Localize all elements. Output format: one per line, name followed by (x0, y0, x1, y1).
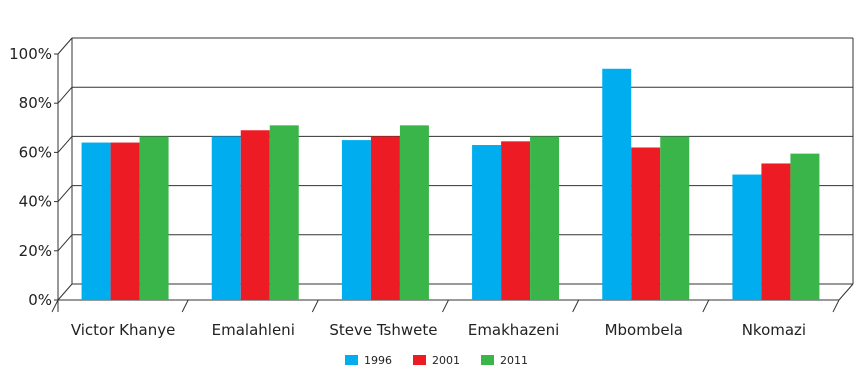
category-separator (51, 299, 59, 313)
bar-1996 (211, 136, 241, 300)
y-tick-label: 0% (28, 291, 52, 309)
bar-2011 (790, 153, 820, 300)
bar-2001 (631, 147, 661, 300)
y-tick-label: 100% (9, 45, 52, 63)
bar-2011 (269, 125, 299, 300)
legend-swatch (345, 355, 358, 365)
grid-connector (57, 86, 73, 104)
legend: 1996 2001 2011 (345, 354, 528, 367)
bar-1996 (602, 68, 632, 300)
legend-swatch (413, 355, 426, 365)
gridlines (51, 37, 854, 313)
category-separator (572, 299, 580, 313)
category-separator (181, 299, 189, 313)
bar-2001 (761, 163, 791, 300)
floor-right-edge (838, 283, 854, 301)
bar-2001 (370, 136, 400, 300)
category-separator (442, 299, 449, 313)
grid-connector (57, 37, 73, 55)
bar-2001 (110, 142, 140, 300)
bar-1996 (472, 145, 502, 300)
category-separator (702, 299, 710, 313)
x-category-label: Emakhazeni (468, 321, 559, 339)
bar-2001 (501, 141, 531, 300)
bar-2011 (660, 136, 690, 300)
bars (81, 68, 820, 300)
grid-connector (57, 136, 73, 153)
legend-label: 2001 (432, 354, 460, 367)
category-separator (832, 299, 840, 313)
x-category-label: Nkomazi (742, 321, 806, 339)
bar-2011 (530, 136, 560, 300)
legend-swatch (481, 355, 494, 365)
category-separator (311, 299, 319, 313)
grid-connector (57, 234, 73, 252)
x-axis-categories: Victor Khanye Emalahleni Steve Tshwete Emak… (71, 321, 806, 339)
x-category-label: Mbombela (605, 321, 683, 339)
bar-2011 (399, 125, 429, 300)
bar-2001 (240, 130, 270, 300)
y-tick-label: 80% (19, 94, 52, 112)
grid-connector (57, 185, 73, 202)
y-tick-label: 40% (19, 193, 52, 211)
x-category-label: Steve Tshwete (329, 321, 437, 339)
x-category-label: Emalahleni (212, 321, 295, 339)
y-axis-ticks: 0% 20% 40% 60% 80% 100% (9, 45, 52, 309)
x-category-label: Victor Khanye (71, 321, 176, 339)
y-tick-label: 60% (19, 143, 52, 161)
y-tick-label: 20% (19, 242, 52, 260)
bar-1996 (732, 174, 762, 300)
legend-label: 1996 (364, 354, 392, 367)
bar-1996 (341, 140, 371, 300)
bar-2011 (139, 136, 169, 300)
bar-1996 (81, 142, 111, 300)
legend-label: 2011 (500, 354, 528, 367)
grid-connector (57, 283, 73, 301)
